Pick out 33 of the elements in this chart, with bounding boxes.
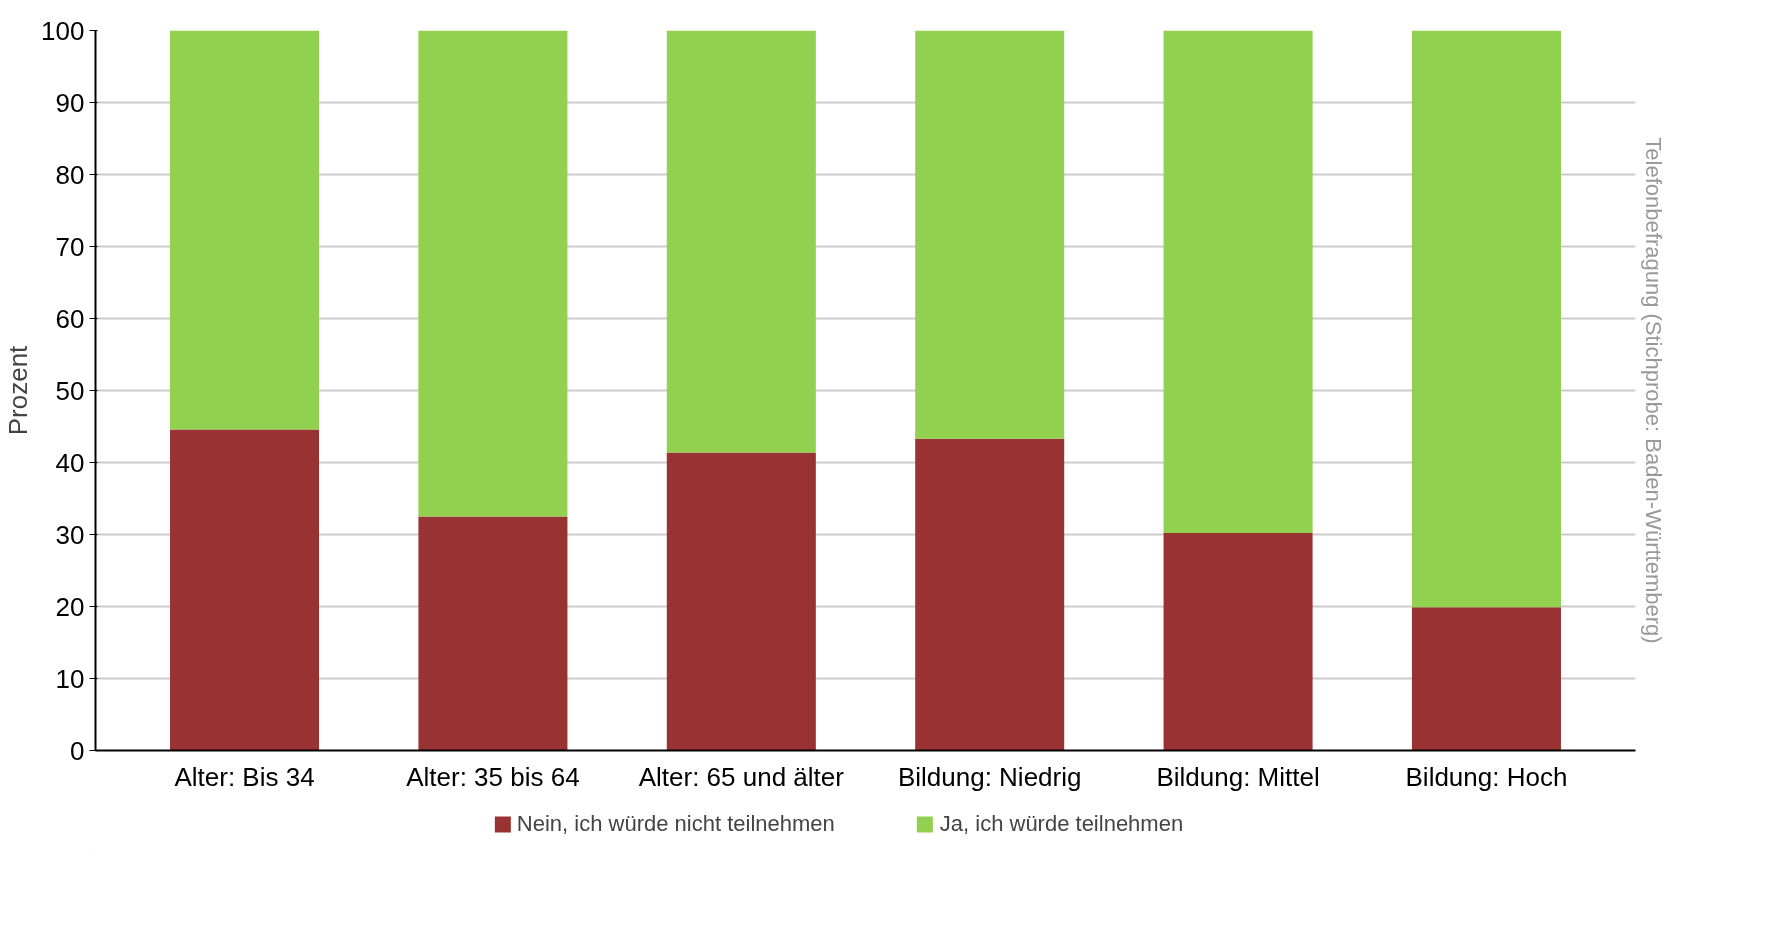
y-tick-label: 40: [55, 447, 85, 478]
bar: [666, 452, 816, 751]
bar: [170, 30, 320, 430]
text: Telefonbefragung (Stichprobe: Baden-Württemberg): [1640, 137, 1666, 644]
y-tick-label: 20: [55, 591, 85, 622]
x-tick-label: Alter: 35 bis 64: [406, 761, 580, 792]
bar: [915, 438, 1065, 751]
x-tick-label: Bildung: Mittel: [1156, 761, 1320, 792]
y-tick-label: 0: [70, 735, 85, 766]
y-tick-label: 80: [55, 159, 85, 190]
bar: [170, 429, 320, 751]
legend-label: Nein, ich würde nicht teilnehmen: [516, 811, 835, 837]
y-tick-label: 90: [55, 87, 85, 118]
y-tick-label: 70: [55, 231, 85, 262]
legend-label: Ja, ich würde teilnehmen: [939, 811, 1184, 837]
x-tick-label: Alter: Bis 34: [174, 761, 315, 792]
y-tick-label: 50: [55, 375, 85, 406]
y-axis-title: Prozent: [3, 344, 34, 436]
x-tick-label: Alter: 65 und älter: [638, 761, 845, 792]
bar: [1411, 30, 1561, 608]
bar: [418, 30, 568, 517]
y-tick-label: 10: [55, 663, 85, 694]
y-tick-label: 60: [55, 303, 85, 334]
bar: [1163, 533, 1313, 751]
bar: [666, 30, 816, 453]
y-tick-label: 30: [55, 519, 85, 550]
y-tick-label: 100: [41, 15, 85, 46]
bar: [915, 30, 1065, 439]
bar: [1163, 30, 1313, 534]
x-tick-label: Bildung: Niedrig: [897, 761, 1082, 792]
bar: [418, 516, 568, 751]
bar: [1411, 607, 1561, 751]
x-tick-label: Bildung: Hoch: [1405, 761, 1568, 792]
